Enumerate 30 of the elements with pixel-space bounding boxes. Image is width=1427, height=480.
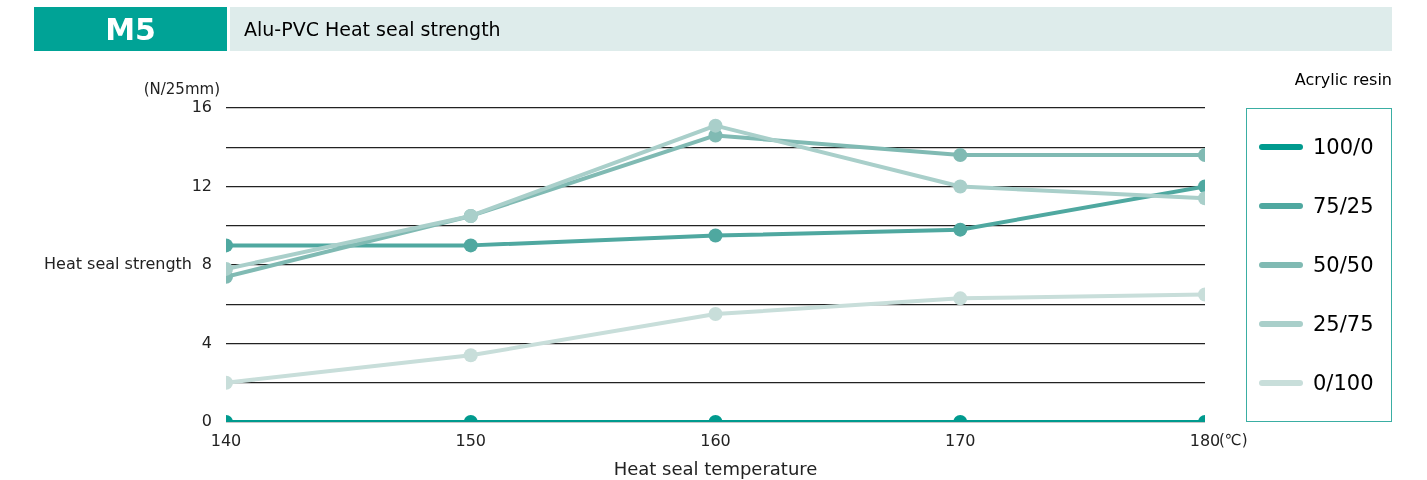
point xyxy=(463,238,478,253)
x-tick-label: 180 xyxy=(1189,430,1221,450)
legend-label: 25/75 xyxy=(1313,312,1374,337)
y-tick-label: 4 xyxy=(201,332,212,352)
text: (℃) xyxy=(1219,431,1248,450)
x-tick-label: 150 xyxy=(455,430,487,450)
legend-label: 50/50 xyxy=(1313,252,1374,277)
point xyxy=(463,348,478,363)
y-tick-label: 12 xyxy=(191,175,212,195)
legend-title: Acrylic resin xyxy=(1294,70,1392,89)
x-tick-label: 160 xyxy=(700,430,731,450)
legend-label: 100/0 xyxy=(1313,134,1374,159)
y-tick-label: 16 xyxy=(191,97,212,117)
point xyxy=(953,291,968,306)
chart-subtitle: M5 xyxy=(34,7,227,51)
x-axis-title: Heat seal temperature xyxy=(613,457,818,479)
y-axis-title: Heat seal strength xyxy=(44,254,192,274)
legend-label: 75/25 xyxy=(1313,193,1374,218)
y-tick-label: 0 xyxy=(201,411,212,431)
x-tick-label: 170 xyxy=(944,430,976,450)
point xyxy=(708,118,723,133)
point xyxy=(953,179,968,194)
text: (N/25mm) xyxy=(143,80,220,99)
point xyxy=(708,307,723,322)
x-tick-label: 140 xyxy=(210,430,242,450)
y-tick-label: 8 xyxy=(201,254,212,274)
legend-label: 0/100 xyxy=(1313,371,1374,396)
point xyxy=(953,222,968,237)
chart-title: Alu-PVC Heat seal strength xyxy=(230,7,1392,51)
point xyxy=(708,228,723,243)
